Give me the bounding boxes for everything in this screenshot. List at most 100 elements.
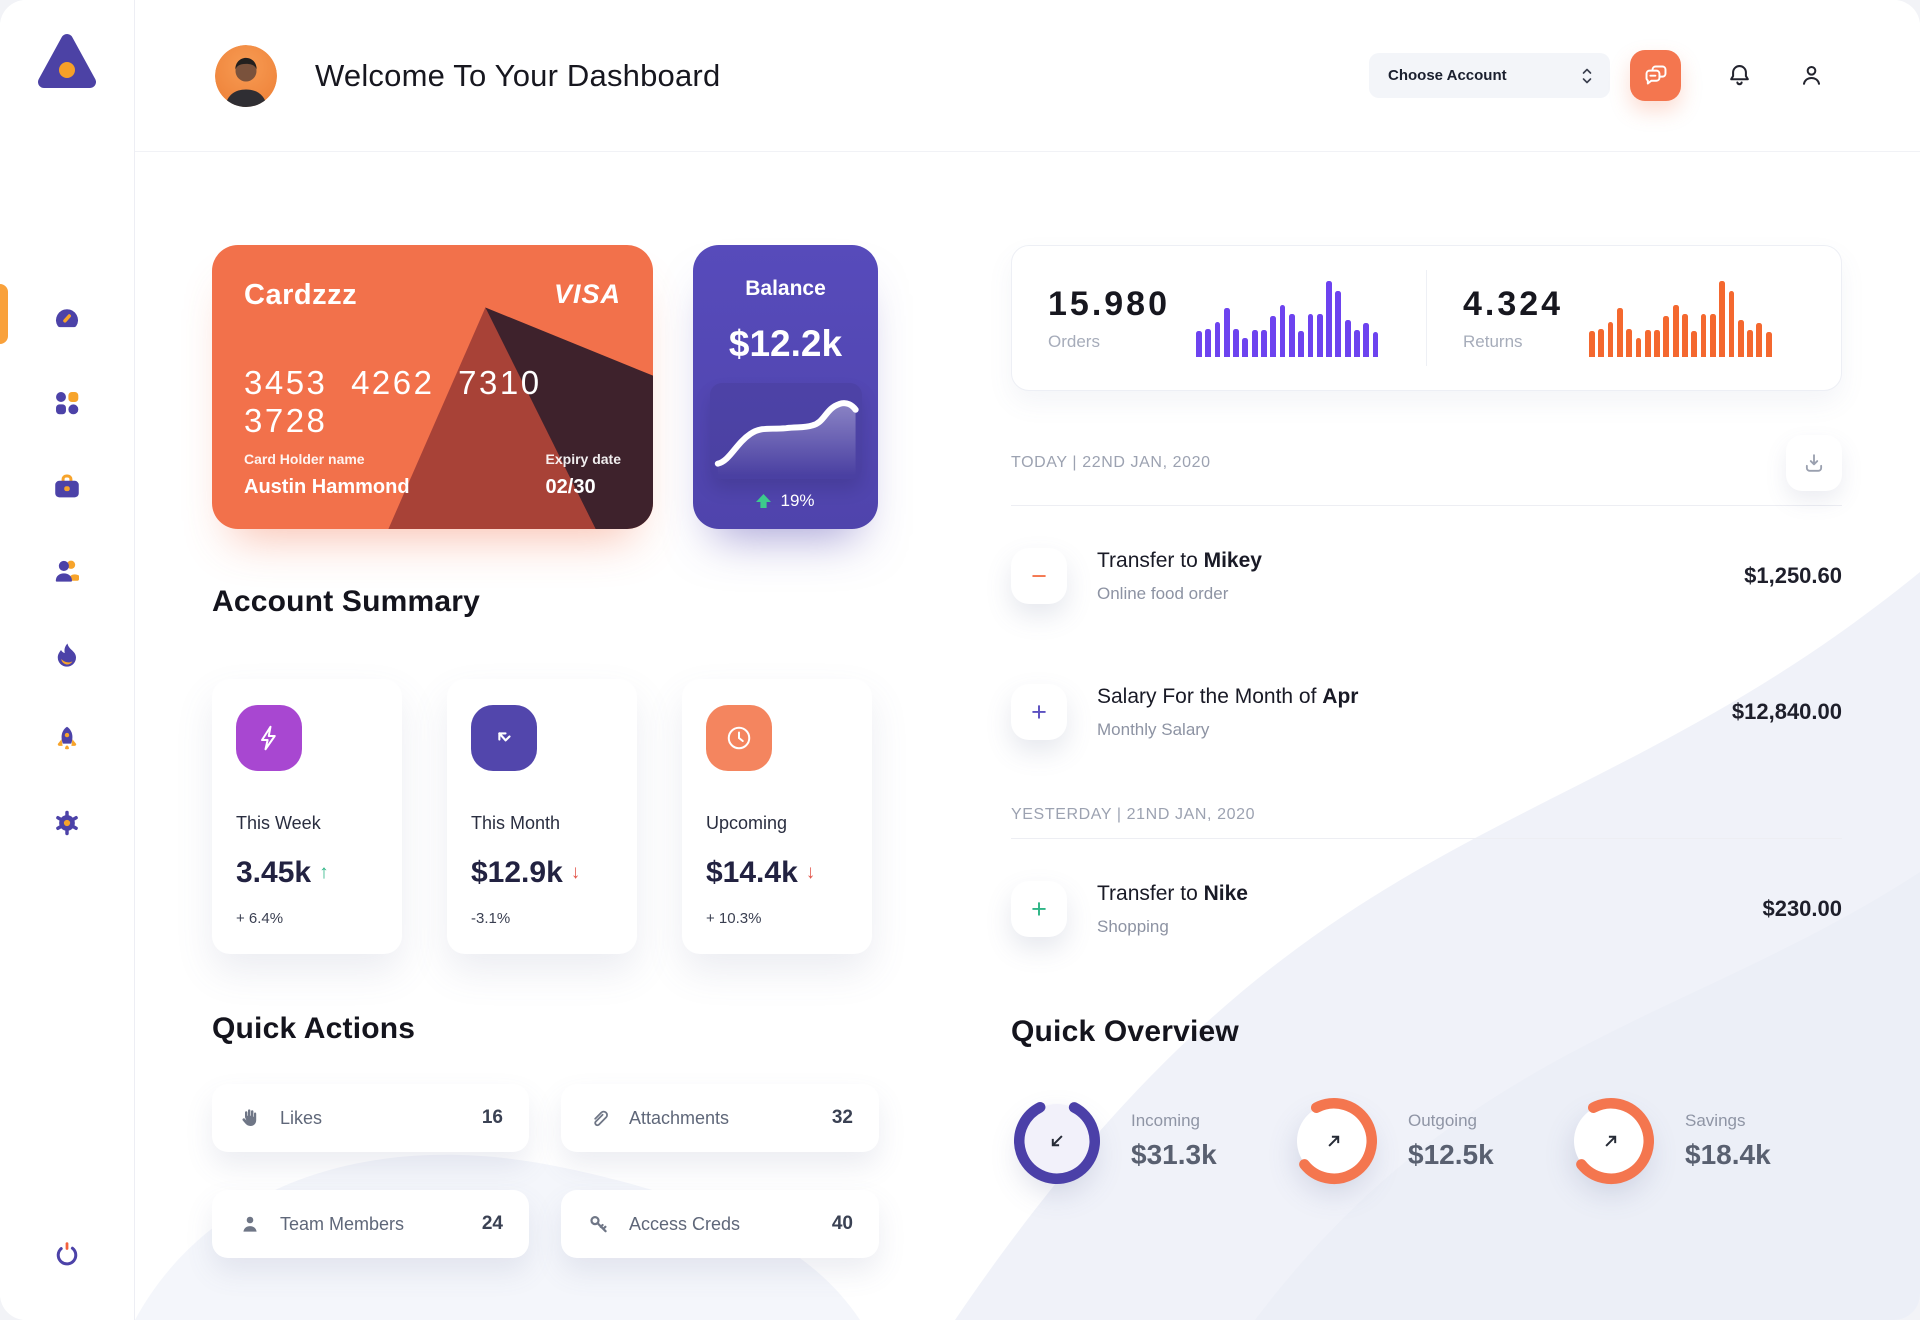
profile-button[interactable] xyxy=(1798,62,1825,89)
transaction-amount: $12,840.00 xyxy=(1731,699,1842,724)
transaction-subtitle: Online food order xyxy=(1097,583,1229,603)
arrow-up-right-icon xyxy=(1605,1135,1617,1147)
overview-outgoing: Outgoing $12.5k xyxy=(1288,1095,1565,1187)
transaction-amount: $230.00 xyxy=(1762,896,1842,921)
transaction-title: Transfer to Mikey xyxy=(1097,548,1262,572)
quick-overview-heading: Quick Overview xyxy=(1011,1015,1239,1048)
messages-button[interactable] xyxy=(1630,50,1681,101)
overview-savings: Savings $18.4k xyxy=(1565,1095,1842,1187)
card-holder-block: Card Holder name Austin Hammond xyxy=(244,451,410,499)
sidebar-item-settings[interactable] xyxy=(52,808,82,838)
account-summary-cards: This Week 3.45k ↑ + 6.4% xyxy=(212,679,878,954)
selector-chevrons-icon xyxy=(1582,68,1592,83)
quick-action-label: Attachments xyxy=(629,1107,730,1128)
users-icon xyxy=(55,560,79,582)
main-area: Welcome To Your Dashboard Choose Account xyxy=(135,0,1920,1320)
orders-label: Orders xyxy=(1048,331,1100,351)
yesterday-date-label: YESTERDAY | 21ND JAN, 2020 xyxy=(1011,806,1256,823)
summary-value: $12.9k ↓ xyxy=(471,856,581,889)
power-icon xyxy=(56,1242,78,1266)
divider xyxy=(1011,838,1842,839)
returns-label: Returns xyxy=(1463,331,1523,351)
summary-label: Upcoming xyxy=(706,813,788,833)
chat-bubbles-icon xyxy=(1645,65,1666,85)
overview-value: $12.5k xyxy=(1408,1139,1494,1170)
transaction-amount: $1,250.60 xyxy=(1744,563,1842,588)
sidebar-item-team[interactable] xyxy=(52,556,82,586)
user-icon xyxy=(1802,65,1821,85)
quick-action-value: 16 xyxy=(481,1107,503,1128)
transaction-row-mikey[interactable]: − Transfer to Mikey Online food order $1… xyxy=(1011,548,1842,604)
outgoing-text: Outgoing $12.5k xyxy=(1408,1111,1494,1171)
summary-card-upcoming: Upcoming $14.4k ↓ + 10.3% xyxy=(682,679,872,954)
credit-card: Cardzzz VISA 3453 4262 7310 3728 Card Ho… xyxy=(212,245,653,529)
logout-button[interactable] xyxy=(52,1239,82,1274)
quick-overview-row: Incoming $31.3k Outg xyxy=(1011,1095,1842,1187)
card-holder-name: Austin Hammond xyxy=(244,476,410,498)
summary-value: 3.45k ↑ xyxy=(236,856,329,889)
account-summary-heading: Account Summary xyxy=(212,585,481,618)
sidebar-item-apps[interactable] xyxy=(52,388,82,418)
sidebar-item-portfolio[interactable] xyxy=(52,472,82,502)
user-avatar[interactable] xyxy=(215,44,277,107)
sidebar-item-dashboard[interactable] xyxy=(52,304,82,334)
right-column: 15.980 Orders 4.324 Returns xyxy=(1011,245,1842,1320)
download-icon xyxy=(1805,454,1823,472)
returns-stat: 4.324 Returns xyxy=(1427,279,1841,357)
transaction-text: Salary For the Month of Apr Monthly Sala… xyxy=(1097,685,1358,740)
summary-value: $14.4k ↓ xyxy=(706,856,816,889)
sidebar-item-launch[interactable] xyxy=(52,724,82,754)
apps-grid-icon xyxy=(56,392,79,415)
download-button[interactable] xyxy=(1786,435,1842,491)
orders-value: 15.980 xyxy=(1048,284,1170,323)
card-expiry-block: Expiry date 02/30 xyxy=(546,451,621,499)
cards-row: Cardzzz VISA 3453 4262 7310 3728 Card Ho… xyxy=(212,245,878,529)
paperclip-icon xyxy=(594,1110,608,1127)
left-column: Cardzzz VISA 3453 4262 7310 3728 Card Ho… xyxy=(212,245,879,1320)
trend-down-arrow: ↓ xyxy=(570,862,581,883)
transaction-row-salary[interactable]: + Salary For the Month of Apr Monthly Sa… xyxy=(1011,684,1842,740)
quick-action-access-creds[interactable]: Access Creds 40 xyxy=(561,1190,879,1258)
quick-action-likes[interactable]: Likes 16 xyxy=(212,1084,529,1152)
choose-account-label: Choose Account xyxy=(1388,67,1507,84)
transaction-row-nike[interactable]: + Transfer to Nike Shopping $230.00 xyxy=(1011,881,1842,937)
overview-label: Savings xyxy=(1685,1111,1746,1130)
quick-action-team-members[interactable]: Team Members 24 xyxy=(212,1190,529,1258)
rocket-icon xyxy=(57,726,77,750)
transaction-text: Transfer to Mikey Online food order xyxy=(1097,549,1262,604)
balance-title: Balance xyxy=(745,277,826,300)
avatar-photo xyxy=(215,44,277,107)
savings-text: Savings $18.4k xyxy=(1685,1111,1771,1171)
orders-text: 15.980 Orders xyxy=(1048,285,1170,352)
quick-action-attachments[interactable]: Attachments 32 xyxy=(561,1084,879,1152)
overview-label: Outgoing xyxy=(1408,1111,1477,1130)
overview-value: $31.3k xyxy=(1131,1139,1217,1170)
quick-action-label: Access Creds xyxy=(629,1213,741,1234)
sidebar-item-activity[interactable] xyxy=(52,640,82,670)
overview-label: Incoming xyxy=(1131,1111,1200,1130)
card-bottom-row: Card Holder name Austin Hammond Expiry d… xyxy=(244,451,621,499)
today-date-label: TODAY | 22ND JAN, 2020 xyxy=(1011,454,1211,471)
content-area: Cardzzz VISA 3453 4262 7310 3728 Card Ho… xyxy=(135,152,1920,1320)
card-expiry-label: Expiry date xyxy=(545,451,621,467)
transaction-title: Salary For the Month of Apr xyxy=(1097,684,1359,708)
outgoing-ring xyxy=(1288,1095,1380,1187)
orders-stat: 15.980 Orders xyxy=(1012,279,1426,357)
sidebar xyxy=(0,0,135,1320)
arrow-up-icon xyxy=(756,494,772,508)
summary-label: This Month xyxy=(471,813,561,833)
transaction-subtitle: Monthly Salary xyxy=(1097,719,1210,739)
choose-account-select[interactable]: Choose Account xyxy=(1369,53,1610,98)
returns-bar-chart xyxy=(1589,279,1805,357)
notifications-button[interactable] xyxy=(1726,62,1753,89)
card-top-row: Cardzzz VISA xyxy=(244,279,621,312)
bell-icon xyxy=(1730,65,1749,86)
balance-card: Balance $12.2k xyxy=(693,245,878,529)
transaction-subtitle: Shopping xyxy=(1097,916,1169,936)
stats-divider xyxy=(1426,270,1427,366)
balance-change-value: 19% xyxy=(780,491,815,510)
briefcase-icon xyxy=(55,474,79,498)
balance-sparkline xyxy=(714,400,859,475)
arrow-up-left-icon xyxy=(471,705,537,771)
